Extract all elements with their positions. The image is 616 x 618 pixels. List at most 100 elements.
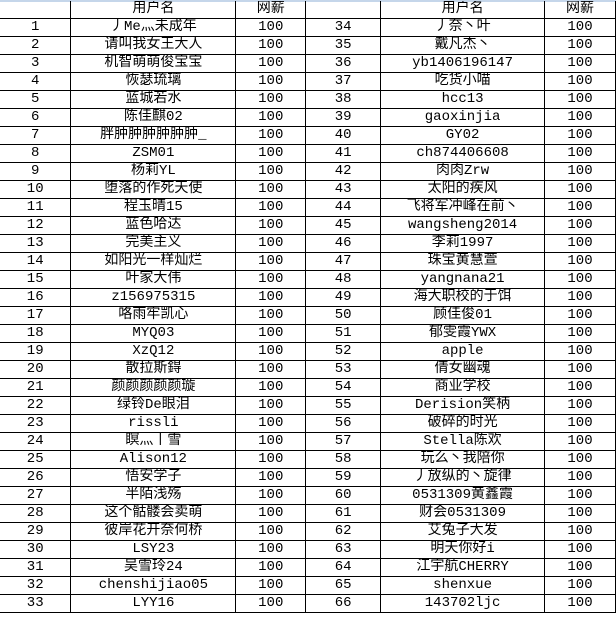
cell-index[interactable]: 3 (0, 54, 72, 73)
cell-username[interactable]: 艾兔子大发 (380, 522, 546, 541)
cell-index[interactable]: 14 (0, 252, 72, 271)
cell-salary[interactable]: 100 (544, 144, 616, 163)
cell-salary[interactable]: 100 (235, 144, 307, 163)
cell-username[interactable]: 散拉斯鍀 (70, 360, 237, 379)
cell-salary[interactable]: 100 (544, 540, 616, 559)
cell-salary[interactable]: 100 (235, 270, 307, 289)
cell-salary[interactable]: 100 (544, 108, 616, 127)
cell-salary[interactable]: 100 (235, 396, 307, 415)
cell-username[interactable]: 玩么丶我陪你 (380, 450, 546, 469)
cell-index[interactable]: 58 (305, 450, 382, 469)
cell-salary[interactable]: 100 (544, 396, 616, 415)
cell-salary[interactable]: 100 (235, 90, 307, 109)
cell-username[interactable]: apple (380, 342, 546, 361)
cell-username[interactable]: 珠宝黄慧萱 (380, 252, 546, 271)
cell-index[interactable]: 19 (0, 342, 72, 361)
cell-salary[interactable]: 100 (235, 504, 307, 523)
cell-username[interactable]: yb1406196147 (380, 54, 546, 73)
cell-salary[interactable]: 100 (544, 288, 616, 307)
cell-username[interactable]: ch874406608 (380, 144, 546, 163)
cell-salary[interactable]: 100 (235, 414, 307, 433)
cell-username[interactable]: XzQ12 (70, 342, 237, 361)
cell-salary[interactable]: 100 (235, 378, 307, 397)
cell-username[interactable]: 颜颜颜颜颜璇 (70, 378, 237, 397)
cell-salary[interactable]: 100 (235, 450, 307, 469)
cell-salary[interactable]: 100 (235, 108, 307, 127)
cell-salary[interactable]: 100 (544, 468, 616, 487)
cell-username[interactable]: 顾佳俊01 (380, 306, 546, 325)
cell-username[interactable]: 请叫我女王大人 (70, 36, 237, 55)
cell-username[interactable]: 蓝城若水 (70, 90, 237, 109)
cell-index[interactable]: 1 (0, 18, 72, 37)
cell-index[interactable]: 21 (0, 378, 72, 397)
cell-salary[interactable]: 100 (544, 162, 616, 181)
cell-salary[interactable]: 100 (235, 432, 307, 451)
cell-salary[interactable]: 100 (544, 18, 616, 37)
cell-index[interactable]: 8 (0, 144, 72, 163)
cell-username[interactable]: 0531309黄鑫霞 (380, 486, 546, 505)
cell-salary[interactable]: 100 (235, 198, 307, 217)
cell-salary[interactable]: 100 (544, 414, 616, 433)
cell-index[interactable]: 28 (0, 504, 72, 523)
cell-username[interactable]: LYY16 (70, 594, 237, 613)
cell-index[interactable]: 56 (305, 414, 382, 433)
cell-username[interactable]: 商业学校 (380, 378, 546, 397)
cell-salary[interactable]: 100 (235, 36, 307, 55)
cell-index[interactable]: 46 (305, 234, 382, 253)
cell-username[interactable]: Derision笑柄 (380, 396, 546, 415)
cell-index[interactable]: 36 (305, 54, 382, 73)
cell-salary[interactable]: 100 (235, 252, 307, 271)
cell-username[interactable]: Stella陈欢 (380, 432, 546, 451)
cell-username[interactable]: 郁雯霞YWX (380, 324, 546, 343)
cell-username[interactable]: gaoxinjia (380, 108, 546, 127)
cell-salary[interactable]: 100 (235, 324, 307, 343)
cell-username[interactable]: 李莉1997 (380, 234, 546, 253)
cell-index[interactable]: 53 (305, 360, 382, 379)
cell-username[interactable]: 堕落的作死天使 (70, 180, 237, 199)
cell-salary[interactable]: 100 (235, 288, 307, 307)
cell-username[interactable]: 财会0531309 (380, 504, 546, 523)
cell-index[interactable]: 42 (305, 162, 382, 181)
cell-username[interactable]: 半陌浅殇 (70, 486, 237, 505)
cell-index[interactable]: 7 (0, 126, 72, 145)
cell-index[interactable]: 2 (0, 36, 72, 55)
cell-username[interactable]: 陈佳麒02 (70, 108, 237, 127)
cell-index[interactable]: 60 (305, 486, 382, 505)
cell-index[interactable]: 63 (305, 540, 382, 559)
cell-index[interactable]: 22 (0, 396, 72, 415)
cell-salary[interactable]: 100 (235, 126, 307, 145)
cell-salary[interactable]: 100 (544, 324, 616, 343)
cell-username[interactable]: 丿放纵的丶旋律 (380, 468, 546, 487)
cell-index[interactable]: 49 (305, 288, 382, 307)
cell-salary[interactable]: 100 (235, 486, 307, 505)
cell-username[interactable]: 蓝色哈达 (70, 216, 237, 235)
cell-index[interactable]: 51 (305, 324, 382, 343)
cell-index[interactable]: 54 (305, 378, 382, 397)
cell-username[interactable]: 吴雪玲24 (70, 558, 237, 577)
cell-username[interactable]: 完美主义 (70, 234, 237, 253)
cell-salary[interactable]: 100 (235, 360, 307, 379)
cell-index[interactable]: 9 (0, 162, 72, 181)
cell-index[interactable]: 15 (0, 270, 72, 289)
cell-index[interactable]: 32 (0, 576, 72, 595)
cell-username[interactable]: GY02 (380, 126, 546, 145)
cell-index[interactable]: 39 (305, 108, 382, 127)
cell-index[interactable]: 25 (0, 450, 72, 469)
cell-index[interactable]: 44 (305, 198, 382, 217)
cell-username[interactable]: 悟安学子 (70, 468, 237, 487)
cell-salary[interactable]: 100 (544, 306, 616, 325)
cell-salary[interactable]: 100 (544, 378, 616, 397)
cell-username[interactable]: LSY23 (70, 540, 237, 559)
cell-index[interactable]: 48 (305, 270, 382, 289)
cell-index[interactable]: 40 (305, 126, 382, 145)
cell-username[interactable]: 明天你好i (380, 540, 546, 559)
cell-index[interactable]: 20 (0, 360, 72, 379)
cell-salary[interactable]: 100 (235, 180, 307, 199)
cell-username[interactable]: 丿Me灬未成年 (70, 18, 237, 37)
cell-salary[interactable]: 100 (544, 270, 616, 289)
cell-index[interactable]: 57 (305, 432, 382, 451)
cell-index[interactable]: 26 (0, 468, 72, 487)
cell-index[interactable]: 27 (0, 486, 72, 505)
cell-index[interactable]: 33 (0, 594, 72, 613)
cell-username[interactable]: 绿铃De眼泪 (70, 396, 237, 415)
